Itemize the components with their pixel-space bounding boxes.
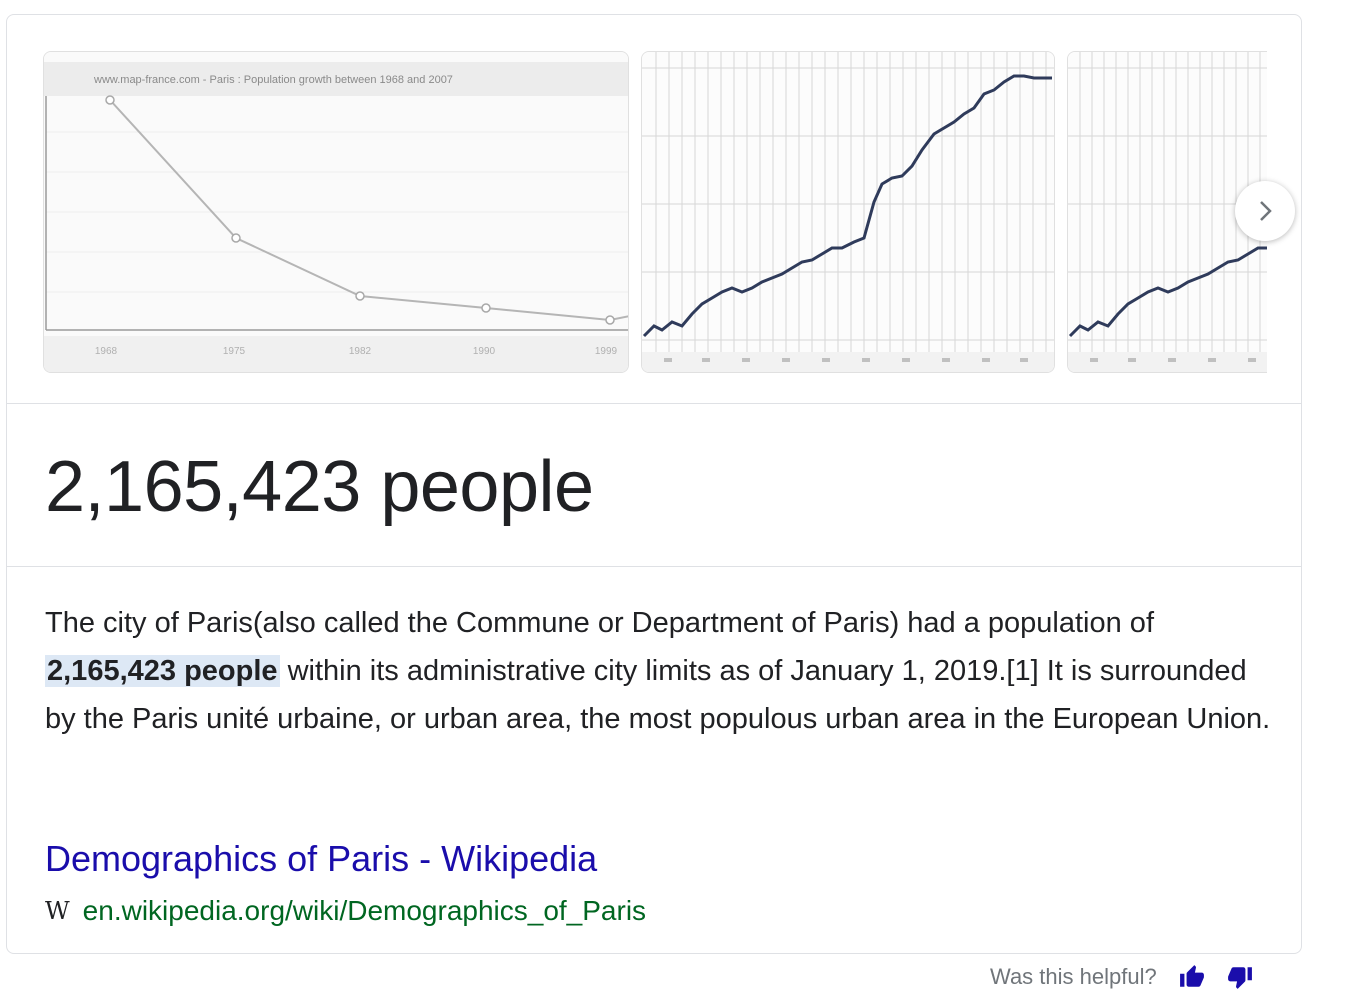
thumbs-up-icon xyxy=(1179,965,1204,987)
source-title-link[interactable]: Demographics of Paris - Wikipedia xyxy=(45,838,598,879)
description-text: The city of Paris(also called the Commun… xyxy=(45,607,1154,639)
snippet-description: The city of Paris(also called the Commun… xyxy=(45,599,1275,743)
x-tick-label: 1982 xyxy=(349,346,372,357)
featured-snippet-card: www.map-france.com - Paris : Population … xyxy=(6,14,1302,954)
feedback-bar: Was this helpful? xyxy=(990,960,1253,994)
x-tick-label: 1968 xyxy=(95,346,118,357)
chevron-right-icon xyxy=(1260,201,1272,221)
carousel-image-3[interactable] xyxy=(1067,51,1267,373)
image-carousel: www.map-france.com - Paris : Population … xyxy=(43,51,1267,375)
thumbs-down-button[interactable] xyxy=(1227,964,1253,990)
chart-caption: www.map-france.com - Paris : Population … xyxy=(93,74,453,86)
thumbs-up-button[interactable] xyxy=(1179,964,1205,990)
x-tick-label: 1990 xyxy=(473,346,496,357)
x-tick-label: 1999 xyxy=(595,346,618,357)
description-text-continued: within its administrative city limits as… xyxy=(45,655,1271,735)
x-tick-label: 1975 xyxy=(223,346,246,357)
population-growth-chart xyxy=(642,52,1054,372)
divider xyxy=(7,566,1301,567)
carousel-image-2[interactable] xyxy=(641,51,1055,373)
source-url-row: W en.wikipedia.org/wiki/Demographics_of_… xyxy=(45,891,646,931)
divider xyxy=(7,403,1301,404)
wikipedia-icon: W xyxy=(45,897,70,925)
carousel-image-1[interactable]: www.map-france.com - Paris : Population … xyxy=(43,51,629,373)
population-growth-chart-alt xyxy=(1068,52,1267,372)
carousel-next-button[interactable] xyxy=(1235,181,1295,241)
population-decline-chart: www.map-france.com - Paris : Population … xyxy=(44,52,628,372)
answer-value: 2,165,423 people xyxy=(45,447,594,527)
thumbs-down-icon xyxy=(1227,967,1252,989)
highlighted-answer: 2,165,423 people xyxy=(45,655,280,687)
feedback-question: Was this helpful? xyxy=(990,964,1157,989)
source-url[interactable]: en.wikipedia.org/wiki/Demographics_of_Pa… xyxy=(82,895,647,926)
